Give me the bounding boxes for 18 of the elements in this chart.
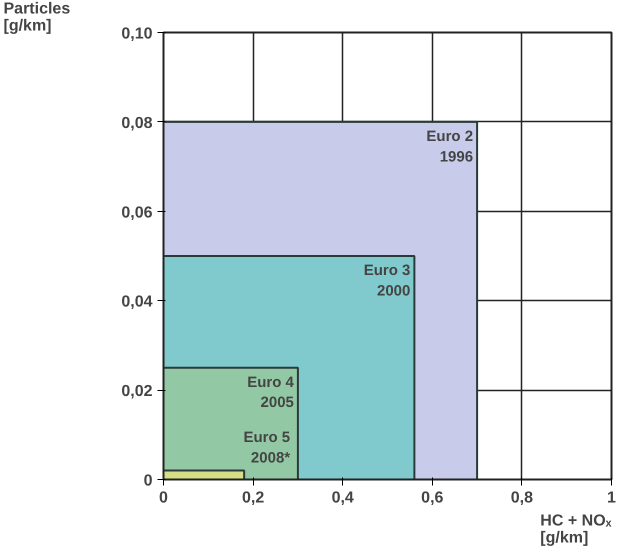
y-tick-label: 0,08 xyxy=(121,114,153,132)
x-tick-label: 0,4 xyxy=(332,490,354,506)
series-label: Euro 3 2000 xyxy=(364,262,410,300)
y-tick-label: 0,04 xyxy=(121,294,153,311)
y-tick-label: 0,06 xyxy=(121,204,153,222)
y-tick-label: 0 xyxy=(144,472,153,490)
y-tick-label: 0,02 xyxy=(121,383,153,400)
x-tick-label: 0 xyxy=(159,490,168,506)
x-tick-label: 0,6 xyxy=(421,490,444,506)
x-tick-label: 0,2 xyxy=(242,490,264,506)
x-tick-label: 1 xyxy=(607,490,616,506)
series-label: Euro 4 2005 xyxy=(247,374,295,412)
series-label: Euro 2 1996 xyxy=(426,128,474,166)
y-tick-label: 0,10 xyxy=(121,26,153,42)
y-axis-title: Particles [g/km] xyxy=(4,0,70,34)
series-label: Euro 5 2008* xyxy=(243,429,290,467)
x-axis-title: HC + NOₓ [g/km] xyxy=(540,512,612,546)
x-tick-label: 0,8 xyxy=(510,490,534,506)
